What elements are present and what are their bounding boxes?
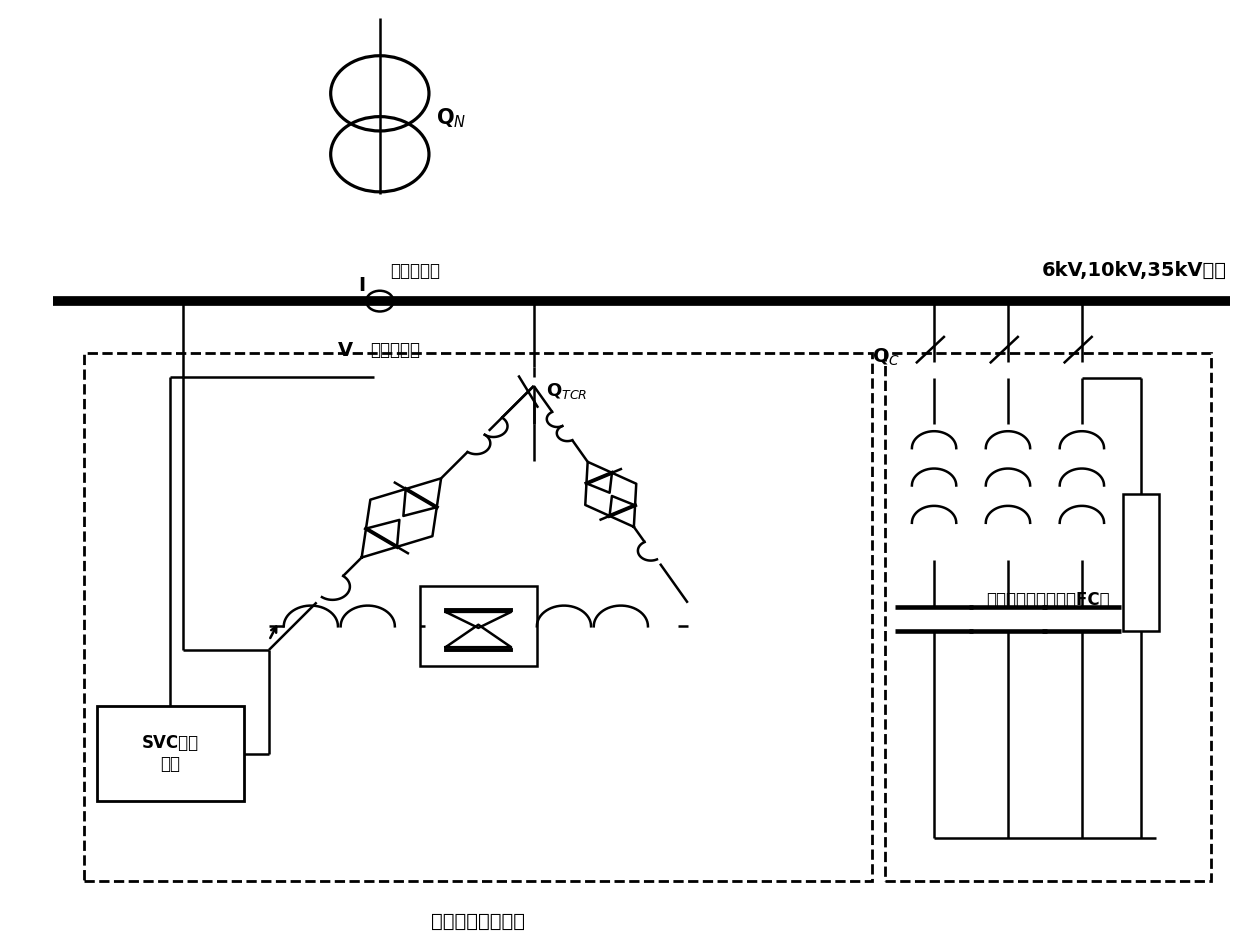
Bar xyxy=(885,353,1211,881)
Text: 电流互感器: 电流互感器 xyxy=(389,262,440,281)
Text: I: I xyxy=(358,277,365,296)
Text: Q$_C$: Q$_C$ xyxy=(873,347,900,368)
Bar xyxy=(1122,495,1159,631)
Bar xyxy=(97,707,244,801)
Text: Q$_{TCR}$: Q$_{TCR}$ xyxy=(546,380,588,400)
Text: 高次谐波滤波电容（FC）: 高次谐波滤波电容（FC） xyxy=(986,591,1110,609)
Text: V: V xyxy=(337,340,352,359)
Text: 电压互感器: 电压互感器 xyxy=(370,341,420,359)
Text: Q$_N$: Q$_N$ xyxy=(436,107,466,130)
Bar xyxy=(420,586,537,667)
Text: 晶闸管控制电抗器: 晶闸管控制电抗器 xyxy=(432,912,526,931)
Bar xyxy=(84,353,873,881)
Text: 6kV,10kV,35kV母线: 6kV,10kV,35kV母线 xyxy=(1042,262,1228,281)
Text: SVC控制
系统: SVC控制 系统 xyxy=(141,734,198,773)
